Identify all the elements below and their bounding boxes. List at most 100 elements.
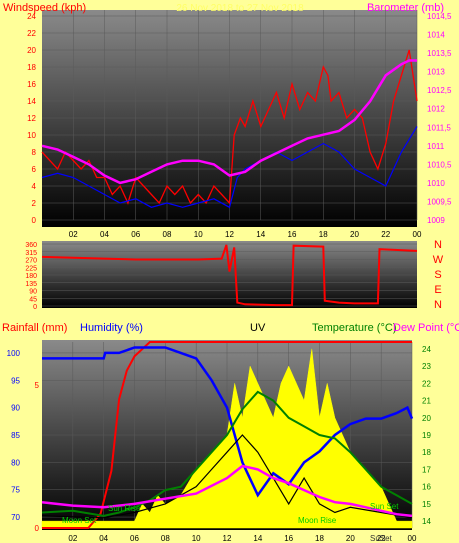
top-time-tick-label: 16 — [288, 230, 297, 239]
temperature-label: Temperature (°C) — [312, 322, 396, 334]
temperature-tick-label: 19 — [422, 431, 431, 440]
top-time-tick-label: 06 — [131, 230, 140, 239]
temperature-tick-label: 14 — [422, 517, 431, 526]
temperature-tick-label: 15 — [422, 500, 431, 509]
series-pressure — [41, 59, 417, 185]
top-time-tick-label: 00 — [413, 230, 422, 239]
temperature-tick-label: 21 — [422, 397, 431, 406]
temperature-tick-label: 24 — [422, 345, 431, 354]
bottom-time-tick-label: 04 — [99, 534, 108, 543]
top-time-tick-label: 04 — [100, 230, 109, 239]
barometer-tick-label: 1012,5 — [427, 86, 452, 95]
barometer-tick-label: 1009 — [427, 216, 445, 225]
moon-set-label: Moon Set — [62, 516, 97, 525]
direction-tick-label: 225 — [25, 265, 37, 272]
windspeed-axis-label: Windspeed (kph) — [3, 2, 86, 14]
top-time-tick-label: 08 — [163, 230, 172, 239]
bottom-panel: Rainfall (mm) Humidity (%) UV Temperatur… — [2, 322, 459, 543]
windspeed-tick-label: 10 — [27, 131, 36, 140]
windspeed-tick-label: 20 — [27, 46, 36, 55]
chart-title: 26 Nov 2018 to 27 Nov 2018 — [176, 3, 304, 14]
direction-plot-background — [42, 241, 417, 308]
temperature-tick-label: 23 — [422, 362, 431, 371]
bottom-time-tick-label: 18 — [315, 534, 324, 543]
windspeed-tick-label: 8 — [32, 148, 37, 157]
top-time-tick-label: 20 — [350, 230, 359, 239]
bottom-time-tick-label: 10 — [192, 534, 201, 543]
top-time-tick-label: 14 — [256, 230, 265, 239]
barometer-tick-label: 1013,5 — [427, 49, 452, 58]
top-time-tick-label: 10 — [194, 230, 203, 239]
humidity-ticks: 70 75 80 85 90 95 100 — [7, 349, 21, 522]
windspeed-tick-label: 2 — [32, 199, 37, 208]
humidity-tick-label: 90 — [11, 404, 20, 413]
humidity-tick-label: 75 — [11, 486, 20, 495]
top-time-tick-label: 12 — [225, 230, 234, 239]
series-direction — [41, 244, 418, 307]
direction-tick-label: 270 — [25, 258, 37, 265]
astro-annotations: Moon Set Sun Rise Moon Rise Sun Set SuSe… — [62, 502, 399, 543]
barometer-tick-label: 1014 — [427, 31, 445, 40]
humidity-label: Humidity (%) — [80, 322, 143, 334]
barometer-tick-label: 1009,5 — [427, 197, 452, 206]
windspeed-tick-label: 22 — [27, 29, 36, 38]
windspeed-tick-label: 0 — [32, 216, 37, 225]
series-average — [41, 126, 418, 209]
barometer-tick-label: 1014,5 — [427, 12, 452, 21]
barometer-axis-label: Barometer (mb) — [367, 2, 444, 14]
series-gust — [41, 49, 418, 205]
temperature-tick-label: 16 — [422, 483, 431, 492]
sun-rise-label: Sun Rise — [108, 504, 141, 513]
uv-label: UV — [250, 322, 266, 334]
rainfall-ticks: 05 — [35, 381, 40, 533]
series-humidity — [42, 346, 414, 498]
temperature-tick-label: 17 — [422, 465, 431, 474]
series-temperature — [41, 390, 413, 517]
windspeed-tick-label: 16 — [27, 80, 36, 89]
temperature-tick-label: 22 — [422, 379, 431, 388]
sun-set-label: Sun Set — [370, 502, 399, 511]
rainfall-tick-label: 5 — [35, 381, 40, 390]
compass-letter: W — [433, 254, 444, 266]
windspeed-tick-label: 12 — [27, 114, 36, 123]
temperature-tick-label: 18 — [422, 448, 431, 457]
top-gridlines — [42, 10, 418, 221]
top-time-tick-label: 02 — [69, 230, 78, 239]
direction-tick-label: 180 — [25, 273, 37, 280]
humidity-tick-label: 80 — [11, 458, 20, 467]
series-dew_point — [41, 434, 413, 519]
dew-point-label: Dew Point (°C) — [393, 322, 459, 334]
bottom-time-ticks: 02 04 06 08 10 12 14 16 18 20 22 00 — [68, 534, 417, 543]
barometer-tick-label: 1010 — [427, 179, 445, 188]
barometer-tick-label: 1011 — [427, 142, 445, 151]
temperature-ticks: 14 15 16 17 18 19 20 21 22 23 24 — [422, 345, 431, 526]
humidity-tick-label: 95 — [11, 376, 20, 385]
windspeed-tick-label: 18 — [27, 63, 36, 72]
windspeed-tick-label: 24 — [27, 12, 36, 21]
top-time-tick-label: 18 — [319, 230, 328, 239]
direction-tick-label: 90 — [29, 289, 37, 296]
top-time-tick-label: 22 — [381, 230, 390, 239]
direction-tick-label: 45 — [29, 296, 37, 303]
bottom-time-tick-label: 02 — [68, 534, 77, 543]
direction-tick-label: 135 — [25, 281, 37, 288]
temperature-tick-label: 20 — [422, 414, 431, 423]
direction-series — [41, 244, 418, 307]
windspeed-tick-label: 4 — [32, 182, 37, 191]
bottom-time-tick-label: 22 — [377, 534, 386, 543]
barometer-tick-label: 1013 — [427, 68, 445, 77]
bottom-series — [41, 341, 414, 529]
humidity-tick-label: 85 — [11, 431, 20, 440]
compass-letter: N — [434, 239, 442, 251]
moon-rise-label: Moon Rise — [298, 516, 337, 525]
compass-letter: E — [434, 284, 441, 296]
bottom-time-tick-label: 12 — [223, 534, 232, 543]
windspeed-tick-label: 6 — [32, 165, 37, 174]
rainfall-tick-label: 0 — [35, 524, 40, 533]
barometer-tick-label: 1012 — [427, 105, 445, 114]
